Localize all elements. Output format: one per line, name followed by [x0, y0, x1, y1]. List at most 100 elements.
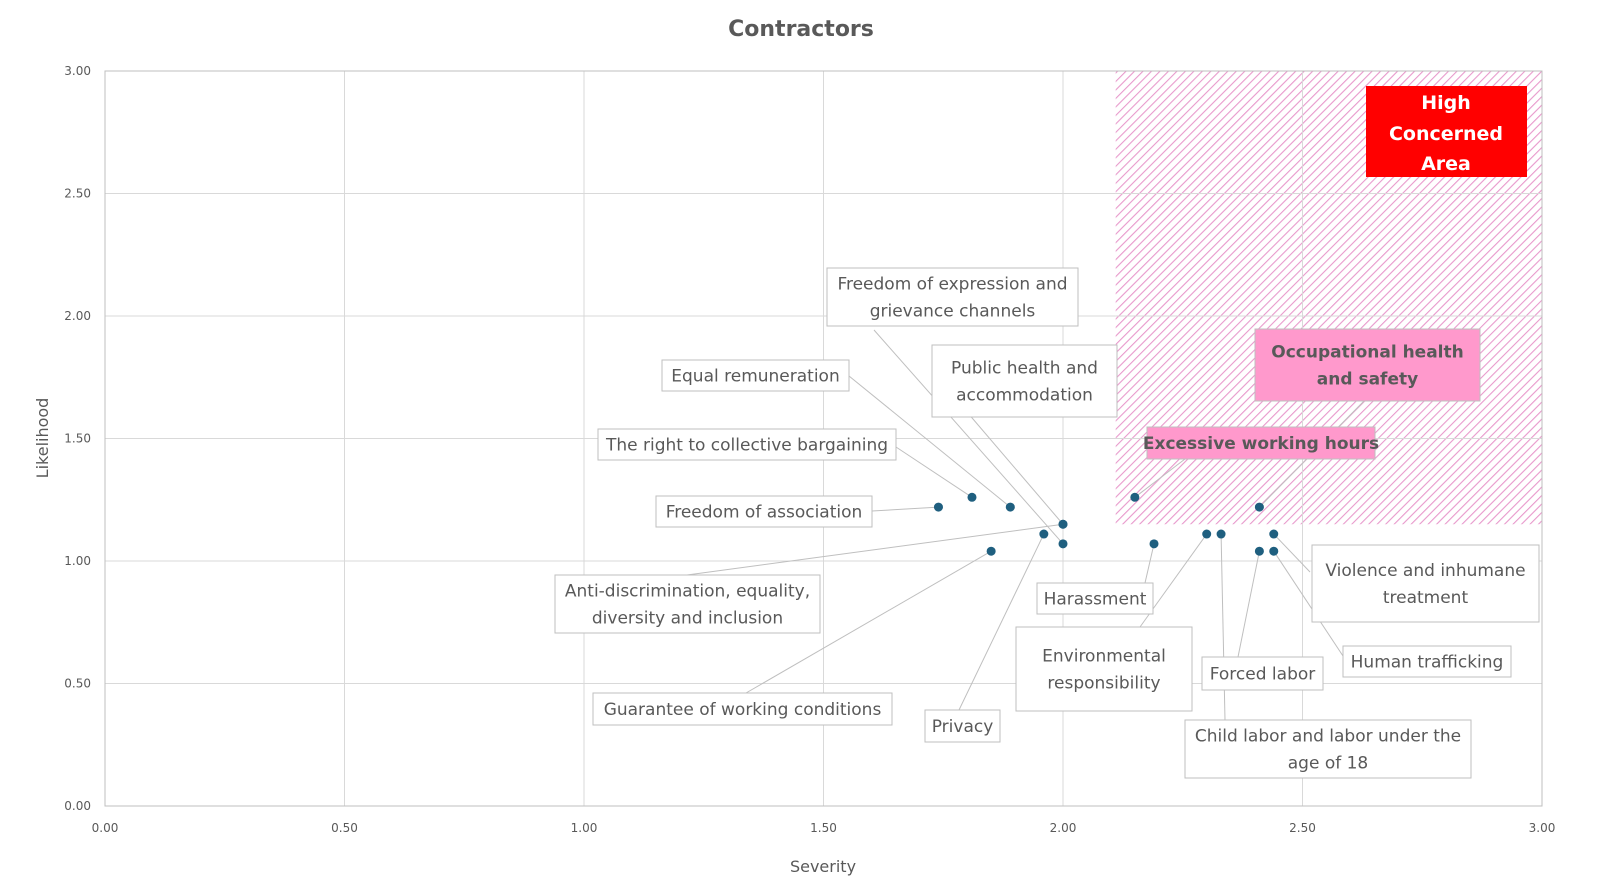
data-point [1130, 492, 1140, 502]
data-point [1269, 529, 1279, 539]
high-concern-label-line: Concerned [1389, 123, 1503, 145]
data-label: Freedom of association [655, 495, 873, 528]
high-concern-label-line: Area [1421, 153, 1471, 175]
data-label-text: Freedom of expression and [837, 275, 1067, 295]
data-label-text: accommodation [956, 386, 1093, 406]
data-label: Child labor and labor under the age of 18 [1184, 719, 1472, 779]
data-point [1202, 529, 1212, 539]
y-axis-title: Likelihood [33, 398, 52, 479]
x-tick-label: 3.00 [1529, 821, 1556, 835]
data-label: Equal remuneration [661, 359, 850, 392]
data-label: The right to collective bargaining [597, 428, 897, 461]
data-label-box [826, 267, 1079, 327]
leader-line [958, 533, 1045, 711]
data-point [1254, 502, 1264, 512]
y-tick-label: 3.00 [64, 64, 91, 78]
data-point [933, 502, 943, 512]
plot-area-border [104, 70, 1543, 807]
leader-line [686, 523, 1064, 576]
data-label-box [554, 574, 821, 634]
leader-line [848, 375, 1011, 508]
leader-line [895, 446, 973, 498]
x-tick-label: 2.50 [1289, 821, 1316, 835]
data-point [967, 492, 977, 502]
data-label-text: Freedom of association [666, 503, 863, 523]
data-label-text: Guarantee of working conditions [604, 700, 882, 720]
leader-line [745, 550, 992, 694]
y-axis-ticks: 0.00 0.50 1.00 1.50 2.00 2.50 3.00 [64, 64, 91, 813]
data-label: Forced labor [1201, 656, 1324, 691]
y-tick-label: 1.00 [64, 554, 91, 568]
data-label-text: diversity and inclusion [592, 609, 783, 629]
data-label-text: grievance channels [870, 302, 1036, 322]
data-label-text: Environmental [1042, 647, 1166, 667]
data-label-text: Human trafficking [1351, 653, 1504, 673]
leader-line [966, 411, 1064, 525]
leader-line [1273, 550, 1344, 657]
data-label-box [1254, 328, 1481, 402]
x-tick-label: 1.50 [810, 821, 837, 835]
data-label-box [597, 428, 897, 461]
data-label-text: responsibility [1047, 674, 1160, 694]
data-point [1254, 546, 1264, 556]
data-point [1269, 546, 1279, 556]
leader-line [1237, 551, 1260, 658]
x-axis-ticks: 0.00 0.50 1.00 1.50 2.00 2.50 3.00 [92, 821, 1556, 835]
leader-line [1134, 458, 1186, 498]
data-label-text: treatment [1383, 588, 1469, 608]
data-point [986, 546, 996, 556]
x-tick-label: 0.50 [331, 821, 358, 835]
data-label-box [1342, 645, 1512, 678]
data-label-box [1311, 544, 1540, 623]
data-points [933, 492, 1279, 556]
data-label-box [931, 344, 1118, 418]
y-tick-label: 2.50 [64, 187, 91, 201]
data-label: Occupational health and safety [1254, 328, 1481, 402]
data-label-text: Privacy [932, 717, 994, 737]
high-concern-label-line: High [1421, 92, 1471, 114]
y-tick-label: 0.50 [64, 677, 91, 691]
leader-line [1273, 533, 1311, 573]
data-label-text: Equal remuneration [671, 367, 839, 387]
data-label: Harassment [1036, 582, 1154, 615]
data-label-text: Public health and [951, 359, 1098, 379]
data-label-text: Occupational health [1271, 343, 1463, 363]
data-label-box [655, 495, 873, 528]
leader-line [1220, 534, 1226, 721]
data-label: Guarantee of working conditions [592, 692, 893, 726]
data-label-box [1036, 582, 1154, 615]
data-labels: Freedom of association The right to colle… [554, 267, 1540, 779]
data-point [1058, 519, 1068, 529]
data-label-text: age of 18 [1288, 754, 1369, 774]
data-label-box [592, 692, 893, 726]
data-label-box [1146, 426, 1376, 460]
data-label-text: Violence and inhumane [1325, 561, 1525, 581]
data-label: Excessive working hours [1143, 426, 1379, 460]
data-label-text: Harassment [1044, 590, 1147, 610]
y-tick-label: 0.00 [64, 799, 91, 813]
data-label: Public health and accommodation [931, 344, 1118, 418]
data-label: Anti-discrimination, equality, diversity … [554, 574, 821, 634]
data-point [1039, 529, 1049, 539]
x-axis-title: Severity [790, 857, 856, 876]
data-label-text: Excessive working hours [1143, 434, 1379, 454]
data-label-text: Child labor and labor under the [1195, 727, 1461, 747]
data-label: Freedom of expression and grievance chann… [826, 267, 1079, 327]
data-point [1058, 539, 1068, 549]
high-concern-label: High Concerned Area [1366, 86, 1527, 177]
data-label-text: The right to collective bargaining [605, 436, 888, 456]
data-label: Environmental responsibility [1015, 626, 1193, 712]
data-label-box [1184, 719, 1472, 779]
leader-line [873, 329, 1064, 545]
data-label-box [661, 359, 850, 392]
y-tick-label: 1.50 [64, 432, 91, 446]
data-label: Violence and inhumane treatment [1311, 544, 1540, 623]
y-tick-label: 2.00 [64, 309, 91, 323]
data-label-box [924, 709, 1001, 743]
chart-title: Contractors [728, 17, 874, 42]
data-point [1149, 539, 1159, 549]
data-label-box [1015, 626, 1193, 712]
data-label-text: and safety [1317, 370, 1418, 390]
x-tick-label: 0.00 [92, 821, 119, 835]
